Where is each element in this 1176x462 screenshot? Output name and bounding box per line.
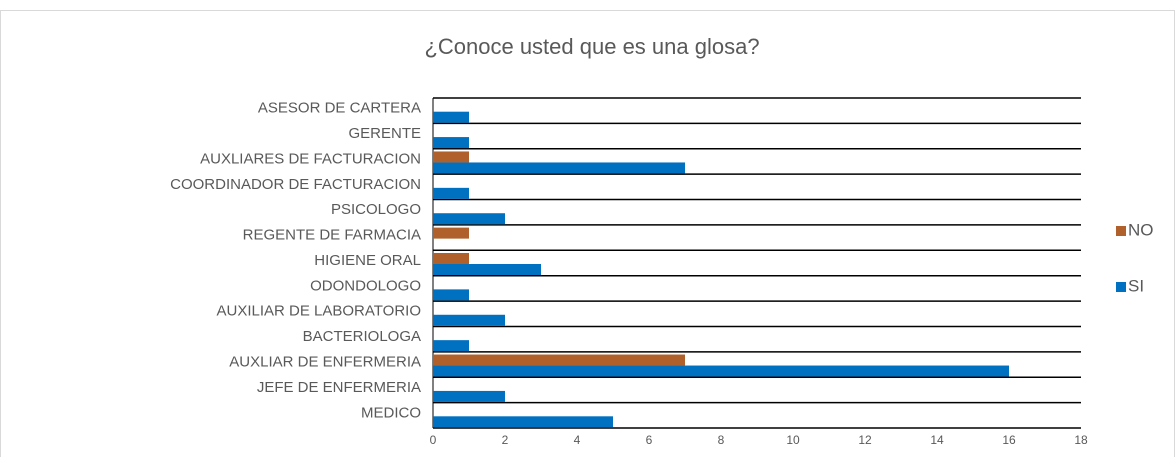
x-tick-label: 2 <box>502 433 509 447</box>
x-tick-label: 18 <box>1074 433 1088 447</box>
chart-title: ¿Conoce usted que es una glosa? <box>424 34 759 59</box>
legend-swatch <box>1116 226 1126 236</box>
y-tick-label: BACTERIOLOGA <box>303 328 421 345</box>
y-tick-label: AUXLIAR DE ENFERMERIA <box>229 354 421 371</box>
bar <box>433 151 469 163</box>
bar <box>433 340 469 352</box>
y-tick-label: MEDICO <box>361 404 421 421</box>
y-tick-label: AUXLIARES DE FACTURACION <box>200 150 421 167</box>
x-tick-label: 12 <box>858 433 872 447</box>
x-tick-label: 0 <box>430 433 437 447</box>
y-tick-label: HIGIENE ORAL <box>314 252 421 269</box>
x-tick-label: 14 <box>930 433 944 447</box>
bar <box>433 365 1009 377</box>
legend-label: NO <box>1128 220 1154 239</box>
legend-swatch <box>1116 282 1126 292</box>
y-tick-label: JEFE DE ENFERMERIA <box>257 379 421 396</box>
bar <box>433 213 505 225</box>
bar <box>433 416 613 428</box>
chart-border <box>0 10 1175 462</box>
x-tick-label: 10 <box>786 433 800 447</box>
bar <box>433 390 505 402</box>
y-tick-label: REGENTE DE FARMACIA <box>243 227 421 244</box>
legend-label: SI <box>1128 276 1144 295</box>
y-tick-label: PSICOLOGO <box>331 201 421 218</box>
y-tick-label: COORDINADOR DE FACTURACION <box>170 176 421 193</box>
x-tick-label: 4 <box>574 433 581 447</box>
bar <box>433 354 685 366</box>
x-tick-label: 6 <box>646 433 653 447</box>
bar <box>433 289 469 301</box>
y-tick-label: ODONDOLOGO <box>310 277 421 294</box>
y-tick-label: ASESOR DE CARTERA <box>258 100 421 117</box>
y-tick-label: GERENTE <box>348 125 421 142</box>
bar <box>433 162 685 174</box>
bar <box>433 264 541 275</box>
x-tick-label: 16 <box>1002 433 1016 447</box>
bar <box>433 227 469 239</box>
bar <box>433 314 505 326</box>
bar <box>433 137 469 149</box>
y-tick-label: AUXILIAR DE LABORATORIO <box>217 303 422 320</box>
bar <box>433 187 469 199</box>
x-tick-label: 8 <box>718 433 725 447</box>
bar <box>433 253 469 264</box>
bar <box>433 111 469 123</box>
